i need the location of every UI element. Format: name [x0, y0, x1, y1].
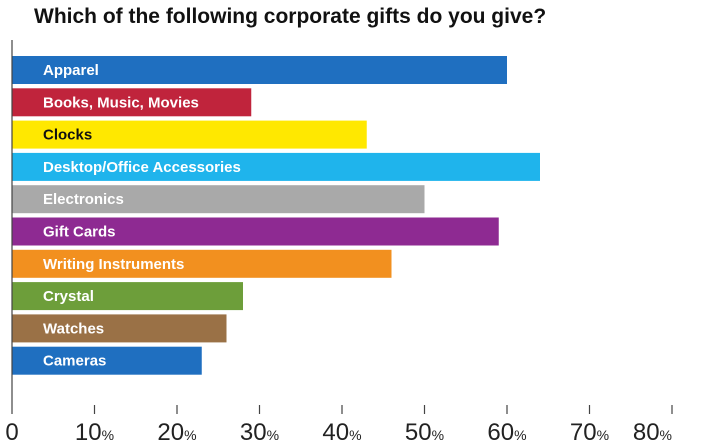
bar-label: Crystal [43, 288, 94, 305]
bar-label: Watches [43, 320, 104, 337]
bar-writing-instruments [12, 249, 392, 278]
bar-clocks [12, 120, 367, 149]
bar-gift-cards [12, 217, 499, 246]
bar-label: Gift Cards [43, 224, 116, 241]
x-tick-label: 70% [570, 419, 609, 444]
bar-books-music-movies [12, 88, 252, 117]
bar-label: Writing Instruments [43, 256, 184, 273]
bar-label: Desktop/Office Accessories [43, 159, 241, 176]
bar-desktop-office-accessories [12, 152, 540, 181]
x-tick-label: 60% [487, 419, 526, 444]
bar-watches [12, 314, 227, 343]
x-tick-label: 20% [157, 419, 196, 444]
x-tick-label: 0 [5, 419, 18, 444]
bar-electronics [12, 185, 425, 214]
bar-cameras [12, 346, 202, 375]
bar-label: Apparel [43, 62, 99, 79]
x-tick-label: 50% [405, 419, 444, 444]
x-tick-label: 40% [322, 419, 361, 444]
x-tick-label: 30% [240, 419, 279, 444]
bar-label: Clocks [43, 127, 92, 144]
x-tick-label: 10% [75, 419, 114, 444]
bar-label: Books, Music, Movies [43, 94, 199, 111]
bar-label: Cameras [43, 353, 106, 370]
x-tick-label: 80% [633, 419, 672, 444]
chart-title: Which of the following corporate gifts d… [34, 5, 547, 28]
x-axis-ticks: 0 10% 20% 30% 40% 50% 60% 70% 80% [5, 405, 673, 444]
bars-group: Apparel Books, Music, Movies Clocks Desktop… [12, 56, 540, 375]
bar-crystal [12, 282, 243, 311]
bar-apparel [12, 56, 507, 84]
bar-label: Electronics [43, 191, 124, 208]
